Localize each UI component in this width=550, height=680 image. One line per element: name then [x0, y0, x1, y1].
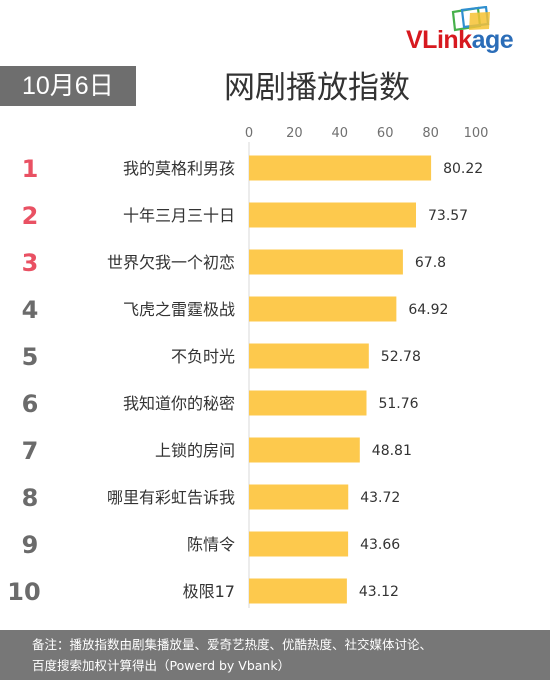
category-label: 不负时光 [171, 347, 235, 366]
rank-number: 8 [22, 484, 39, 512]
logo-frames-icon [451, 6, 490, 32]
logo-wordmark: VLinkage [406, 26, 514, 55]
rank-number: 10 [7, 578, 40, 606]
logo-main-text: VLink [406, 26, 472, 54]
bar [249, 202, 417, 228]
logo-tail-text: age [471, 26, 514, 54]
category-label: 世界欠我一个初恋 [107, 253, 235, 272]
x-tick-label: 60 [377, 126, 394, 141]
x-tick-label: 100 [464, 126, 489, 141]
category-label: 哪里有彩虹告诉我 [107, 488, 235, 507]
x-tick-label: 40 [332, 126, 349, 141]
value-label: 48.81 [372, 443, 412, 459]
category-label: 上锁的房间 [155, 441, 235, 460]
value-label: 80.22 [443, 161, 483, 177]
category-label: 我的莫格利男孩 [123, 159, 235, 178]
chart-title: 网剧播放指数 [224, 70, 410, 106]
bar [249, 390, 367, 416]
rank-number: 4 [22, 296, 39, 324]
bar [249, 155, 432, 181]
bar [249, 531, 349, 557]
value-label: 52.78 [381, 349, 421, 365]
bar [249, 578, 347, 604]
footer-line-1: 备注：播放指数由剧集播放量、爱奇艺热度、优酷热度、社交媒体讨论、 [32, 637, 433, 652]
rank-number: 6 [22, 390, 39, 418]
category-label: 陈情令 [187, 535, 235, 554]
bar [249, 484, 349, 510]
rank-number: 7 [22, 437, 39, 465]
footer-note: 备注：播放指数由剧集播放量、爱奇艺热度、优酷热度、社交媒体讨论、 百度搜索加权计… [0, 630, 550, 680]
rank-number: 5 [22, 343, 39, 371]
x-tick-label: 80 [422, 126, 439, 141]
bar [249, 296, 397, 322]
category-label: 飞虎之雷霆极战 [123, 300, 235, 319]
bar [249, 437, 360, 463]
value-label: 67.8 [415, 255, 446, 271]
rank-number: 9 [22, 531, 39, 559]
bar [249, 249, 403, 275]
x-tick-label: 0 [245, 126, 253, 141]
value-label: 51.76 [378, 396, 418, 412]
bar-chart: 0 20 40 60 80 100 1 我的莫格利男孩 80.22 2 十年三月三十日 73.57 3… [7, 126, 489, 608]
x-tick-label: 20 [286, 126, 303, 141]
value-label: 43.72 [360, 490, 400, 506]
category-label: 极限17 [183, 582, 235, 601]
footer-line-2: 百度搜索加权计算得出（Powerd by Vbank） [32, 658, 291, 673]
rank-number: 3 [22, 249, 39, 277]
rank-number: 2 [22, 202, 39, 230]
value-label: 64.92 [408, 302, 448, 318]
value-label: 43.66 [360, 537, 400, 553]
category-label: 十年三月三十日 [123, 206, 235, 225]
vlinkage-logo: VLinkage [406, 6, 542, 55]
value-label: 73.57 [428, 208, 468, 224]
rank-number: 1 [22, 155, 39, 183]
bar [249, 343, 369, 369]
date-badge: 10月6日 [0, 66, 136, 106]
value-label: 43.12 [359, 584, 399, 600]
category-label: 我知道你的秘密 [123, 394, 235, 413]
